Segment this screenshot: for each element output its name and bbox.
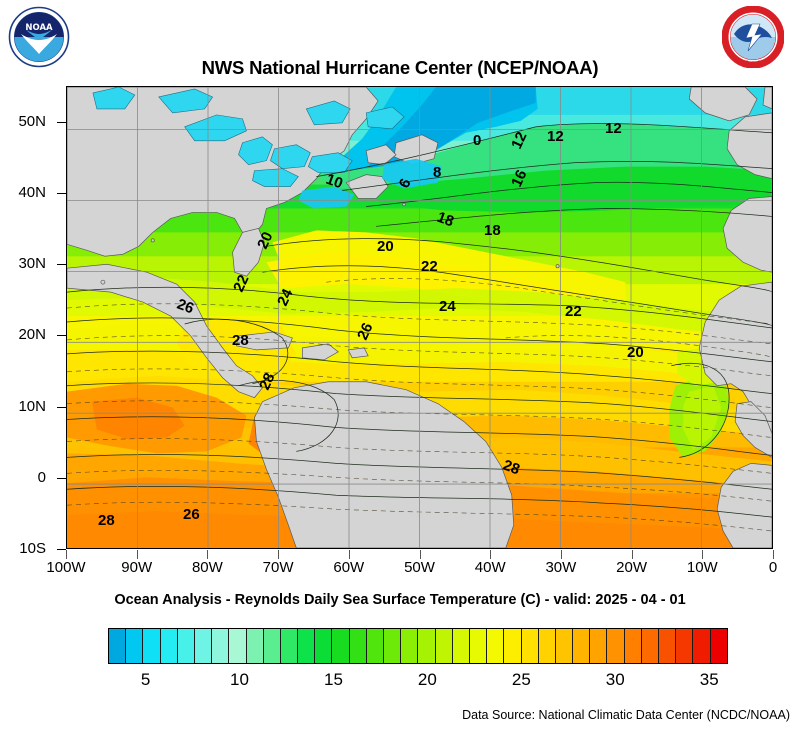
y-tick-mark	[57, 406, 66, 408]
colorbar-swatch	[710, 629, 727, 663]
x-tick-mark	[207, 550, 209, 559]
greenland-edge	[688, 87, 758, 122]
nws-logo	[721, 5, 785, 69]
colorbar-swatch	[521, 629, 539, 663]
x-tick-mark	[66, 550, 67, 559]
colorbar-swatch	[641, 629, 659, 663]
colorbar-swatch	[676, 629, 694, 663]
svg-text:NOAA: NOAA	[25, 23, 53, 33]
colorbar-swatch	[177, 629, 195, 663]
y-tick-label: 10N	[18, 397, 46, 415]
colorbar	[108, 628, 728, 664]
x-tick-label: 70W	[262, 559, 294, 576]
colorbar-swatch	[263, 629, 281, 663]
colorbar-tick-label: 25	[511, 670, 531, 689]
y-tick-label: 30N	[18, 255, 46, 273]
colorbar-swatch	[212, 629, 230, 663]
colorbar-swatch	[659, 629, 677, 663]
colorbar-swatch	[504, 629, 522, 663]
x-tick-mark	[348, 550, 350, 559]
colorbar-tick-label: 5	[140, 670, 151, 689]
y-tick-label: 20N	[18, 326, 46, 344]
colorbar-swatch	[349, 629, 367, 663]
x-tick-mark	[560, 550, 562, 559]
colorbar-swatch	[469, 629, 488, 663]
colorbar-swatch	[452, 629, 470, 663]
colorbar-swatch	[126, 629, 144, 663]
y-tick-label: 50N	[18, 112, 46, 130]
puerto-rico	[347, 347, 369, 359]
hispaniola	[301, 343, 339, 361]
colorbar-swatch	[160, 629, 178, 663]
contour-lines-dashed	[67, 278, 772, 532]
colorbar-tick-label: 20	[417, 670, 437, 689]
x-tick-label: 10W	[686, 559, 718, 576]
plot-subtitle: Ocean Analysis - Reynolds Daily Sea Surf…	[114, 592, 686, 608]
colorbar-swatch	[590, 629, 608, 663]
colorbar-swatch	[624, 629, 642, 663]
colorbar-swatch	[109, 629, 127, 663]
x-tick-label: 80W	[191, 559, 223, 576]
x-tick-label: 60W	[333, 559, 365, 576]
x-tick-label: 90W	[121, 559, 153, 576]
colorbar-tick-label: 10	[230, 670, 249, 689]
colorbar-swatch	[280, 629, 299, 663]
great-lakes	[92, 87, 405, 187]
colorbar-swatch	[418, 629, 436, 663]
page-title: NWS National Hurricane Center (NCEP/NOAA…	[201, 57, 599, 78]
x-tick-label: 40W	[474, 559, 506, 576]
colorbar-swatch	[246, 629, 264, 663]
graticule	[67, 87, 772, 548]
colorbar-swatch	[538, 629, 556, 663]
florida	[232, 227, 265, 277]
noaa-logo: NOAA	[8, 6, 70, 68]
south-america	[254, 381, 515, 548]
x-tick-mark	[278, 550, 280, 559]
y-tick-label: 0	[37, 468, 46, 486]
data-source-credit: Data Source: National Climatic Data Cent…	[462, 708, 790, 722]
y-tick-mark	[57, 264, 66, 266]
colorbar-swatch	[229, 629, 247, 663]
y-tick-mark	[57, 121, 66, 123]
colorbar-swatch	[555, 629, 574, 663]
colorbar-swatch	[298, 629, 316, 663]
colorbar-swatch	[143, 629, 161, 663]
sst-contour-field	[67, 87, 772, 548]
y-tick-label: 10S	[19, 540, 46, 557]
y-tick-mark	[57, 549, 66, 550]
x-tick-mark	[631, 550, 633, 559]
colorbar-swatch	[693, 629, 711, 663]
y-tick-mark	[57, 335, 66, 337]
x-tick-label: 50W	[404, 559, 435, 576]
colorbar-swatch	[573, 629, 591, 663]
colorbar-swatch	[487, 629, 505, 663]
y-tick-mark	[57, 477, 66, 479]
colorbar-swatch	[384, 629, 402, 663]
x-tick-label: 20W	[616, 559, 648, 576]
contour-lines	[67, 123, 772, 518]
colorbar-tick-label: 15	[323, 670, 343, 689]
x-tick-mark	[702, 550, 704, 559]
x-tick-label: 0	[768, 559, 778, 576]
x-tick-label: 100W	[46, 559, 86, 576]
colorbar-swatch	[435, 629, 453, 663]
x-tick-label: 30W	[545, 559, 577, 576]
y-tick-label: 40N	[18, 183, 46, 201]
x-tick-mark	[773, 550, 774, 559]
colorbar-tick-label: 35	[699, 670, 719, 689]
sst-map-plot: 0 6 8 10 12 12 12 16 18 18 20 20 20 22 22 22 24 24 26 26 26 2…	[66, 86, 773, 549]
colorbar-swatch	[366, 629, 384, 663]
x-tick-mark	[490, 550, 492, 559]
colorbar-swatch	[607, 629, 625, 663]
y-tick-mark	[57, 192, 66, 194]
x-tick-mark	[419, 550, 421, 559]
colorbar-swatch	[194, 629, 213, 663]
colorbar-swatch	[401, 629, 419, 663]
colorbar-swatch	[315, 629, 333, 663]
colorbar-tick-label: 30	[605, 670, 625, 689]
x-tick-mark	[136, 550, 138, 559]
colorbar-swatch	[332, 629, 350, 663]
